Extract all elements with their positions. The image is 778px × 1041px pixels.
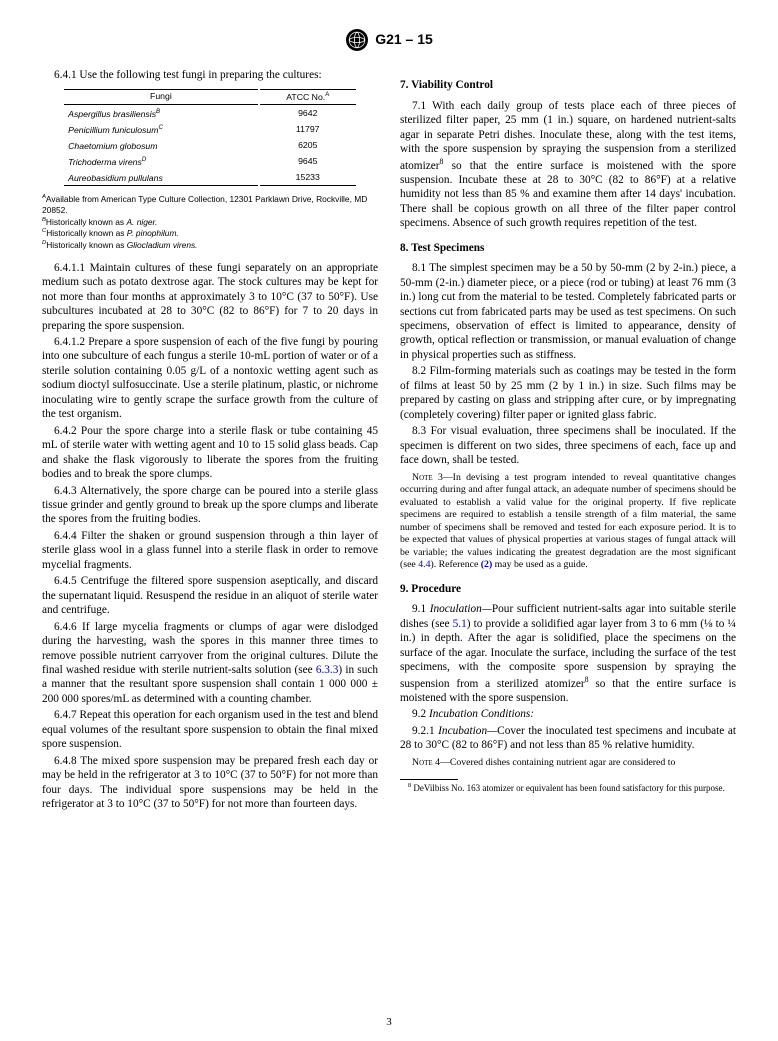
table-footnotes: AAvailable from American Type Culture Co… [42,194,378,251]
para-6-4-2: 6.4.2 Pour the spore charge into a steri… [42,424,378,482]
page-number: 3 [0,1015,778,1029]
para-9-1: 9.1 Inoculation—Pour sufficient nutrient… [400,602,736,705]
table-row: Trichoderma virensD9645 [64,155,356,169]
para-6-4-4: 6.4.4 Filter the shaken or ground suspen… [42,529,378,572]
para-6-4-1: 6.4.1 Use the following test fungi in pr… [42,68,378,82]
page-header: G21 – 15 [42,28,736,56]
para-6-4-1-1: 6.4.1.1 Maintain cultures of these fungi… [42,261,378,333]
table-row: Aureobasidium pullulans15233 [64,171,356,186]
para-6-4-3: 6.4.3 Alternatively, the spore charge ca… [42,484,378,527]
table-row: Aspergillus brasiliensisB9642 [64,107,356,121]
table-row: Penicillium funiculosumC11797 [64,123,356,137]
para-9-2-1: 9.2.1 Incubation—Cover the inoculated te… [400,724,736,753]
footnote-8: 8 DeVilbiss No. 163 atomizer or equivale… [400,782,736,795]
para-6-4-6: 6.4.6 If large mycelia fragments or clum… [42,620,378,707]
footnote-rule [400,779,458,780]
para-7-1: 7.1 With each daily group of tests place… [400,99,736,231]
standard-designation: G21 – 15 [375,31,433,49]
xref-4-4[interactable]: 4.4 [418,559,430,570]
astm-logo [345,28,369,52]
xref-5-1[interactable]: 5.1 [453,618,467,630]
xref-6-3-3[interactable]: 6.3.3 [316,664,339,676]
section-7-heading: 7. Viability Control [400,78,736,92]
xref-ref-2[interactable]: (2) [481,559,492,570]
para-8-2: 8.2 Film-forming materials such as coati… [400,364,736,422]
para-6-4-1-2: 6.4.1.2 Prepare a spore suspension of ea… [42,335,378,422]
section-9-heading: 9. Procedure [400,582,736,596]
section-8-heading: 8. Test Specimens [400,241,736,255]
para-6-4-5: 6.4.5 Centrifuge the filtered spore susp… [42,574,378,617]
note-3: Note 3—In devising a test program intend… [400,472,736,572]
table-row: Chaetomium globosum6205 [64,139,356,153]
atcc-col-header: ATCC No.A [260,89,356,105]
fungi-table: Fungi ATCC No.A Aspergillus brasiliensis… [62,87,358,188]
para-6-4-8: 6.4.8 The mixed spore suspension may be … [42,754,378,812]
para-9-2: 9.2 Incubation Conditions: [400,707,736,721]
para-6-4-7: 6.4.7 Repeat this operation for each org… [42,708,378,751]
para-8-3: 8.3 For visual evaluation, three specime… [400,424,736,467]
note-4: Note 4—Covered dishes containing nutrien… [400,757,736,770]
para-8-1: 8.1 The simplest specimen may be a 50 by… [400,261,736,362]
fungi-col-header: Fungi [64,89,258,105]
